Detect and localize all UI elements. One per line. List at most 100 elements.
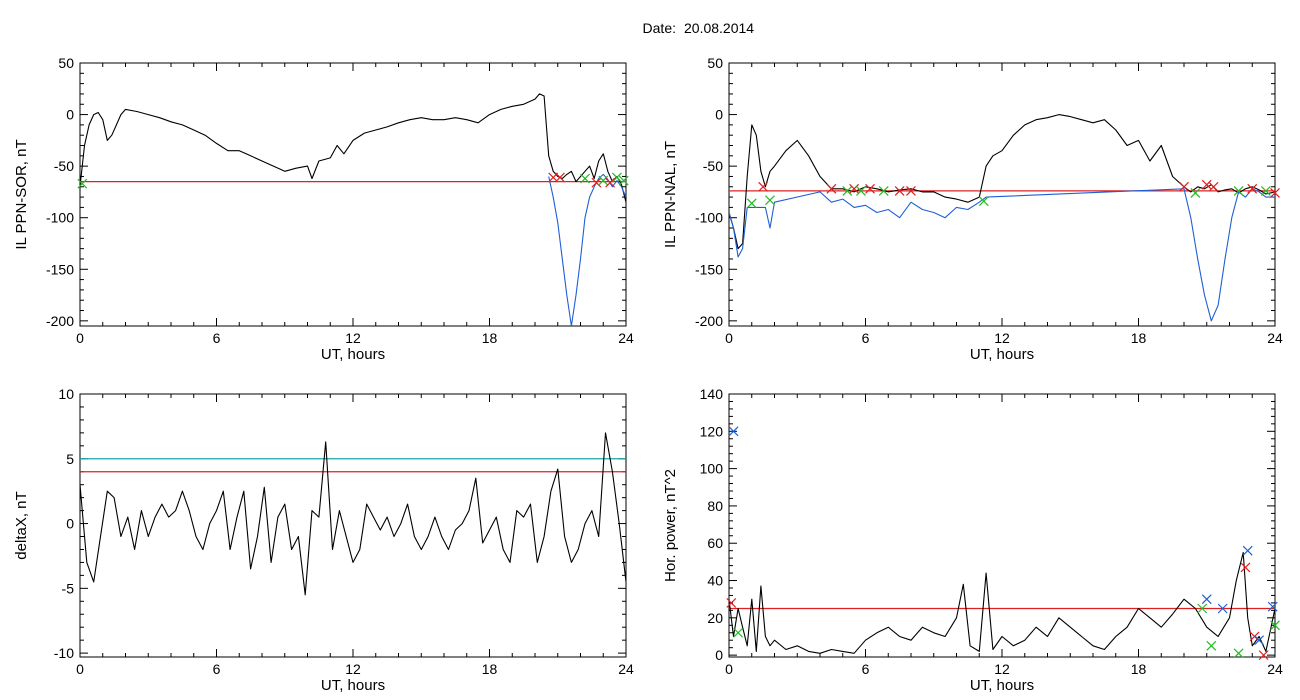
- marker-green: [1233, 648, 1244, 659]
- y-tick-label: -50: [703, 158, 723, 174]
- marker-blue: [1201, 594, 1212, 605]
- marker-red: [1247, 183, 1258, 194]
- x-tick-label: 24: [618, 661, 634, 677]
- y-axis-label: IL PPN-NAL, nT: [662, 141, 679, 248]
- marker-red: [555, 172, 565, 183]
- x-axis-label: UT, hours: [321, 677, 385, 694]
- plot-area: [80, 93, 626, 326]
- y-tick-label: -5: [62, 580, 75, 596]
- y-tick-label: 20: [707, 610, 723, 626]
- marker-green: [77, 178, 88, 189]
- date-label: Date:: [643, 20, 676, 36]
- marker-red: [894, 185, 905, 196]
- y-tick-label: 60: [707, 535, 723, 551]
- marker-green: [978, 196, 989, 207]
- y-tick-label: 0: [66, 516, 74, 532]
- marker-green: [856, 185, 866, 196]
- x-tick-label: 12: [345, 330, 361, 346]
- marker-red: [1179, 181, 1189, 192]
- marker-red: [826, 183, 837, 194]
- y-tick-label: -100: [695, 210, 723, 226]
- y-axis-label: deltaX, nT: [13, 491, 30, 559]
- y-tick-label: 40: [707, 573, 723, 589]
- x-tick-label: 12: [994, 330, 1010, 346]
- x-tick-label: 18: [1131, 330, 1147, 346]
- marker-green: [611, 172, 622, 183]
- x-tick-label: 24: [1267, 330, 1283, 346]
- series-line-black: [729, 551, 1275, 654]
- x-tick-label: 24: [1267, 661, 1283, 677]
- y-tick-label: 120: [700, 423, 724, 439]
- y-tick-label: 50: [58, 55, 74, 71]
- marker-green: [1197, 603, 1208, 614]
- y-tick-label: 100: [700, 461, 724, 477]
- x-tick-label: 0: [76, 330, 84, 346]
- marker-green: [842, 185, 853, 196]
- x-tick-label: 0: [725, 330, 733, 346]
- chart-deltax: 0 6 12 18 24 10 5 0 -5 -10 UT, hours deltaX, nT: [13, 386, 634, 694]
- y-tick-label: -150: [695, 261, 723, 277]
- marker-red: [591, 177, 602, 188]
- chart-hor-power: 0 6 12 18 24 140 120 100 80 60 40 20 0 UT, hours Hor. …: [662, 386, 1283, 694]
- y-tick-label: 10: [58, 386, 74, 402]
- x-tick-label: 6: [862, 330, 870, 346]
- marker-red: [1270, 188, 1280, 198]
- date-value: 20.08.2014: [684, 20, 754, 36]
- y-tick-label: 5: [66, 451, 74, 467]
- marker-red: [726, 597, 737, 608]
- marker-green: [746, 198, 757, 209]
- x-tick-label: 0: [725, 661, 733, 677]
- plot-area: [729, 551, 1275, 654]
- x-axis-label: UT, hours: [970, 677, 1034, 694]
- marker-red: [906, 185, 916, 196]
- y-tick-label: -200: [695, 313, 723, 329]
- marker-red: [758, 181, 769, 192]
- y-tick-label: -150: [46, 261, 74, 277]
- x-tick-label: 6: [213, 661, 221, 677]
- plot-area: [729, 114, 1275, 322]
- marker-green: [1260, 185, 1271, 196]
- marker-green: [1270, 620, 1280, 631]
- x-tick-label: 6: [213, 330, 221, 346]
- marker-blue: [1254, 635, 1264, 646]
- marker-green: [580, 173, 590, 184]
- x-tick-label: 6: [862, 661, 870, 677]
- marker-green: [618, 175, 629, 186]
- series-line-blue: [729, 188, 1275, 322]
- series-line-blue: [548, 173, 626, 326]
- y-tick-label: 0: [715, 107, 723, 123]
- plot-area: [80, 432, 626, 596]
- marker-red: [1240, 562, 1251, 573]
- marker-blue: [1242, 545, 1253, 556]
- marker-green: [878, 185, 889, 196]
- y-axis-label: Hor. power, nT^2: [662, 469, 679, 582]
- y-axis-label: IL PPN-SOR, nT: [13, 139, 30, 249]
- x-tick-label: 0: [76, 661, 84, 677]
- x-tick-label: 12: [994, 661, 1010, 677]
- plot-frame: [79, 393, 627, 658]
- chart-ppn-sor: 0 6 12 18 24 50 0 -50 -100 -150 -200 UT, hours IL PP…: [13, 55, 634, 363]
- series-line-black: [80, 432, 626, 596]
- marker-green: [598, 175, 609, 186]
- marker-red: [1208, 181, 1219, 192]
- x-tick-label: 18: [482, 661, 498, 677]
- marker-blue: [728, 426, 739, 437]
- marker-green: [1233, 185, 1244, 196]
- chart-ppn-nal: 0 6 12 18 24 50 0 -50 -100 -150 -200 UT, hours IL PP…: [662, 55, 1283, 363]
- marker-blue: [1267, 601, 1278, 612]
- y-tick-label: -10: [54, 645, 74, 661]
- y-tick-label: 0: [715, 647, 723, 663]
- y-tick-label: 80: [707, 498, 723, 514]
- marker-green: [733, 627, 744, 638]
- plot-frame: [728, 393, 1276, 658]
- marker-green: [765, 195, 775, 206]
- x-tick-label: 24: [618, 330, 634, 346]
- x-axis-label: UT, hours: [321, 346, 385, 363]
- y-tick-label: 0: [66, 107, 74, 123]
- marker-green: [1190, 188, 1201, 198]
- marker-red: [605, 177, 615, 188]
- x-axis-label: UT, hours: [970, 346, 1034, 363]
- marker-red: [865, 183, 875, 194]
- series-line-black: [729, 114, 1275, 250]
